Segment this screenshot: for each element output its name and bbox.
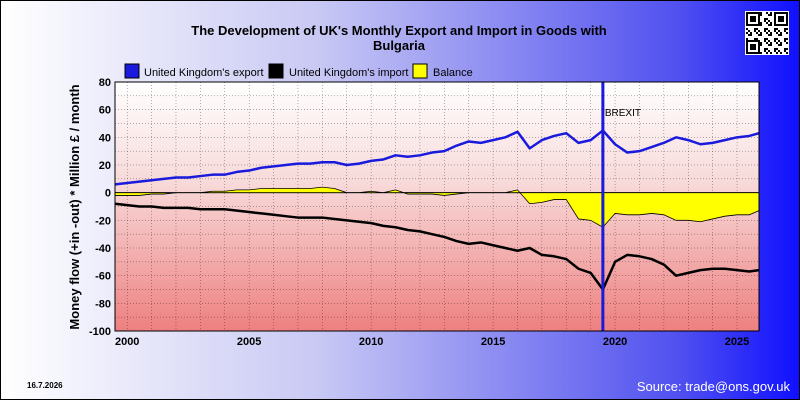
y-tick-label: -60 — [95, 271, 111, 283]
x-axis-ticks: 2000 2005 2010 2015 2020 2025 — [115, 336, 749, 348]
legend-swatch-balance — [412, 63, 428, 79]
qr-code-icon[interactable] — [745, 11, 789, 55]
y-tick-label: -100 — [89, 326, 111, 338]
x-tick-label: 2005 — [237, 336, 261, 348]
legend-label-import: United Kingdom's import — [289, 67, 409, 79]
y-tick-label: 40 — [99, 132, 111, 144]
y-axis-ticks: -100 -80 -60 -40 -20 0 20 40 60 80 — [89, 77, 111, 338]
y-tick-label: 60 — [99, 105, 111, 117]
footer-date: 16.7.2026 — [27, 381, 63, 390]
x-tick-label: 2020 — [603, 336, 627, 348]
legend-label-balance: Balance — [433, 67, 473, 79]
x-tick-label: 2015 — [481, 336, 505, 348]
legend-label-export: United Kingdom's export — [144, 67, 264, 79]
brexit-label: BREXIT — [605, 108, 641, 119]
y-tick-label: 20 — [99, 160, 111, 172]
y-tick-label: 80 — [99, 77, 111, 89]
y-axis-label: Money flow (+in -out) * Million £ / mont… — [67, 84, 82, 329]
export-line — [114, 129, 760, 186]
chart-title-line-1: The Development of UK's Monthly Export a… — [191, 23, 607, 38]
line-series — [114, 129, 760, 291]
chart-title-line-2: Bulgaria — [373, 38, 426, 53]
legend-swatch-import — [268, 63, 284, 79]
x-tick-label: 2025 — [725, 336, 749, 348]
x-tick-label: 2000 — [115, 336, 139, 348]
x-tick-label: 2010 — [359, 336, 383, 348]
y-tick-label: -80 — [95, 298, 111, 310]
footer-source: Source: trade@ons.gov.uk — [637, 379, 791, 394]
y-tick-label: 0 — [105, 188, 111, 200]
legend-swatch-export — [124, 63, 140, 79]
plot-border — [114, 81, 760, 332]
legend: United Kingdom's export United Kingdom's… — [124, 63, 473, 79]
y-tick-label: -20 — [95, 215, 111, 227]
import-line — [114, 202, 760, 291]
balance-series — [114, 186, 760, 228]
balance-area — [114, 186, 760, 228]
y-tick-label: -40 — [95, 243, 111, 255]
